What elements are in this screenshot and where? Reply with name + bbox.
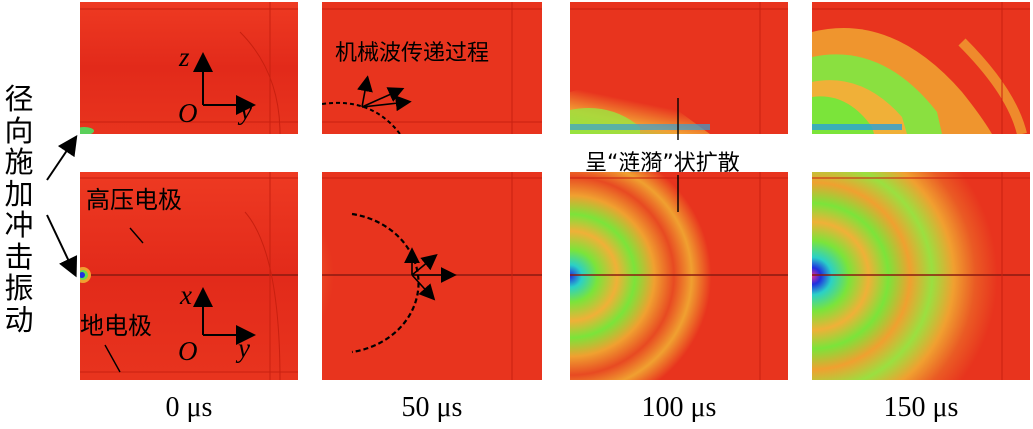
side-label-char: 击 <box>4 239 34 274</box>
arrow-up-icon <box>46 135 78 181</box>
side-label-char: 施 <box>4 145 34 179</box>
time-label-0: 0 μs <box>165 392 213 423</box>
time-label-50: 50 μs <box>401 392 463 423</box>
axis-origin-top: O <box>178 98 198 128</box>
side-label-char: 加 <box>4 176 34 211</box>
axis-label-y-bottom: y <box>238 333 250 363</box>
annotation-high-voltage-electrode: 高压电极 <box>86 186 182 214</box>
panel-bottom-50us <box>322 172 542 380</box>
annotation-ripple-spread: 呈“涟漪”状扩散 <box>585 151 740 176</box>
panel-bottom-150us <box>812 172 1030 380</box>
panel-top-100us <box>570 2 788 134</box>
time-label-100: 100 μs <box>641 392 717 423</box>
arrow-down-icon <box>46 214 78 278</box>
panel-bottom-0us <box>80 172 298 380</box>
side-label: 径 向 施 加 冲 击 振 动 <box>2 82 36 337</box>
panel-bottom-100us <box>570 172 788 380</box>
axes-top <box>193 52 256 115</box>
panel-top-150us <box>812 2 1030 134</box>
side-label-char: 动 <box>4 302 34 337</box>
axis-label-x: x <box>180 280 192 310</box>
side-label-char: 径 <box>4 82 34 116</box>
side-label-char: 冲 <box>4 208 34 242</box>
axes-bottom <box>193 287 256 345</box>
axis-origin-bottom: O <box>178 336 198 366</box>
axis-label-z: z <box>179 42 190 72</box>
annotation-ground-electrode: 地电极 <box>80 312 152 340</box>
side-label-char: 振 <box>4 271 34 305</box>
annotation-wave-process: 机械波传递过程 <box>335 41 490 66</box>
panel-top-0us <box>80 2 298 134</box>
axis-label-y-top: y <box>240 95 252 125</box>
panel-top-50us <box>322 2 542 134</box>
side-label-char: 向 <box>4 113 34 148</box>
time-label-150: 150 μs <box>883 392 959 423</box>
